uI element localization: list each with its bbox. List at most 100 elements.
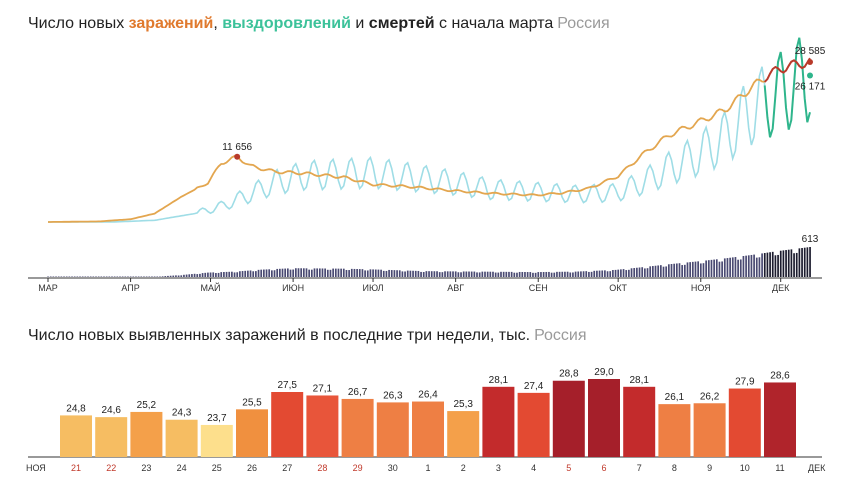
- chart1-recoveries-line: [48, 66, 766, 223]
- chart1-death-bar: [159, 276, 161, 277]
- chart2-value-label: 26,3: [383, 390, 403, 401]
- chart1-death-bar: [273, 270, 276, 277]
- chart1-death-bar: [585, 271, 588, 277]
- chart1-death-bar: [369, 269, 372, 277]
- chart1-death-bar: [782, 250, 785, 277]
- chart1-death-bar: [113, 276, 116, 277]
- chart1-death-bar: [457, 272, 460, 277]
- chart1-death-bar: [135, 276, 137, 277]
- chart1-death-bar: [268, 269, 271, 277]
- chart1-death-bar: [550, 272, 553, 277]
- chart2-day-label: 27: [282, 463, 292, 473]
- chart1-death-bar: [300, 268, 303, 277]
- chart1-death-bar: [438, 272, 441, 277]
- chart2-bar: [236, 409, 268, 457]
- chart2-bar: [341, 398, 374, 457]
- chart1-death-bar: [795, 252, 798, 277]
- chart1-death-bar: [545, 271, 548, 277]
- chart1-death-bar: [76, 276, 79, 277]
- chart1-infections-line: [48, 78, 765, 223]
- chart1-death-bar: [417, 270, 420, 277]
- chart1-death-bar: [257, 269, 260, 277]
- chart1-death-bar: [484, 271, 486, 277]
- chart1-death-bar: [385, 270, 388, 277]
- chart1-death-bar: [183, 274, 185, 277]
- chart1-death-bar: [326, 269, 329, 277]
- chart1-death-bar: [255, 271, 257, 277]
- chart2-bar: [95, 417, 128, 457]
- chart1-death-bar: [151, 276, 153, 277]
- chart2-value-label: 28,1: [489, 375, 509, 386]
- chart1-death-bar: [675, 263, 678, 277]
- chart1-death-bar: [420, 271, 422, 277]
- chart1-death-bar: [678, 263, 681, 277]
- chart1-death-bar: [614, 269, 617, 277]
- chart1-death-bar: [422, 272, 425, 277]
- chart1-death-bar: [636, 267, 638, 277]
- chart1-death-bar: [612, 270, 614, 277]
- chart1-death-bar: [380, 269, 382, 277]
- chart1-death-bar: [646, 268, 649, 277]
- chart1-death-bar: [462, 271, 465, 277]
- chart1-death-bar: [79, 276, 81, 277]
- chart1-death-bar: [95, 276, 97, 277]
- chart1-death-bar: [289, 269, 292, 277]
- chart1-death-bar: [361, 269, 364, 277]
- chart1-death-bar: [659, 265, 662, 277]
- chart1-death-bar: [321, 268, 324, 277]
- chart1-death-bar: [750, 254, 753, 277]
- chart2-bar: [60, 415, 92, 457]
- chart1-death-bar: [302, 268, 305, 277]
- chart2-day-label: 6: [601, 463, 606, 473]
- chart1-death-bar: [689, 262, 692, 277]
- chart1-death-bar: [382, 270, 385, 277]
- chart1-peak-marker: [234, 153, 241, 160]
- chart2-day-label: 1: [425, 463, 430, 473]
- chart1-death-bar: [342, 268, 345, 277]
- chart1-death-bar: [468, 271, 470, 277]
- chart1-death-bar: [753, 254, 755, 277]
- chart1-death-bar: [742, 256, 745, 277]
- chart1-death-bar: [313, 268, 316, 277]
- chart1-death-bar: [644, 268, 646, 277]
- chart1-death-bar: [601, 270, 604, 277]
- chart1-death-bar: [582, 271, 585, 277]
- chart1-infections-end-marker: [807, 59, 813, 65]
- chart1-death-bar: [348, 270, 350, 277]
- chart1-death-bar: [231, 271, 233, 277]
- chart1-death-bar: [225, 271, 228, 277]
- chart1-death-bar: [510, 271, 513, 277]
- chart1-death-bar: [388, 269, 390, 277]
- chart1-death-bar: [662, 266, 665, 277]
- chart1-death-bar: [260, 269, 263, 277]
- chart1-death-bar: [793, 253, 795, 277]
- chart1-death-bar: [537, 272, 540, 277]
- chart1-death-bar: [516, 272, 518, 277]
- chart2-value-label: 28,6: [770, 370, 790, 381]
- chart2-day-label: 8: [672, 463, 677, 473]
- chart1-death-bar: [356, 269, 358, 277]
- chart1-line-chart: МАР АПР МАЙ ИЮН ИЮЛ АВГ СЕН ОКТ НОЯ ДЕК 11 656 28 5…: [28, 37, 826, 293]
- chart2-day-label: 11: [775, 463, 784, 473]
- chart1-death-bar: [201, 273, 204, 277]
- chart1-death-bar: [713, 259, 715, 277]
- chart1-death-bar: [521, 271, 524, 277]
- chart1-death-bar: [52, 276, 55, 277]
- chart1-death-bar: [481, 271, 484, 277]
- chart1-death-bar: [390, 270, 393, 277]
- chart1-death-bar: [761, 253, 763, 277]
- chart1-death-bar: [524, 272, 526, 277]
- chart2-value-label: 24,3: [172, 408, 192, 419]
- chart1-death-bar: [172, 275, 175, 277]
- chart1-death-bar: [529, 272, 532, 277]
- chart1-death-bar: [161, 276, 164, 277]
- chart1-death-bar: [308, 269, 311, 277]
- chart2-value-label: 27,4: [524, 381, 544, 392]
- chart2-value-label: 25,3: [453, 399, 473, 410]
- chart1-deaths-end-label: 613: [802, 234, 819, 245]
- chart1-death-bar: [73, 276, 76, 277]
- chart1-death-bar: [558, 271, 561, 277]
- chart1-death-bar: [540, 272, 542, 277]
- chart1-death-bar: [609, 271, 612, 277]
- chart1-death-bar: [561, 271, 564, 277]
